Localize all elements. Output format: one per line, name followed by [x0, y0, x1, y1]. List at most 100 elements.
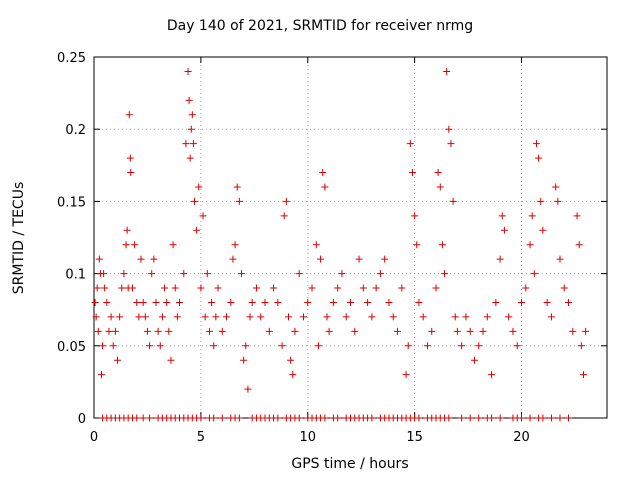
data-point: [289, 371, 297, 379]
data-point: [152, 298, 160, 306]
data-point-zero: [295, 414, 303, 422]
data-point: [171, 284, 179, 292]
data-point: [554, 197, 562, 205]
data-point-zero: [235, 414, 243, 422]
data-point: [509, 327, 517, 335]
data-point: [212, 313, 220, 321]
data-point: [187, 125, 195, 133]
data-point: [186, 154, 194, 162]
data-point: [169, 241, 177, 249]
data-point: [560, 284, 568, 292]
y-tick-label: 0.15: [57, 195, 86, 210]
data-point: [139, 298, 147, 306]
data-point: [223, 313, 231, 321]
data-point: [385, 298, 393, 306]
data-point: [190, 197, 198, 205]
x-tick-label: 5: [197, 430, 205, 445]
data-point: [325, 327, 333, 335]
data-point-zero: [415, 414, 423, 422]
data-point: [447, 140, 455, 148]
data-point: [118, 284, 126, 292]
data-point: [137, 255, 145, 263]
data-point-zero: [556, 414, 564, 422]
data-point: [436, 183, 444, 191]
data-point: [539, 226, 547, 234]
data-point: [359, 284, 367, 292]
data-point: [135, 313, 143, 321]
data-point: [530, 270, 538, 278]
data-point: [278, 342, 286, 350]
data-point: [411, 212, 419, 220]
data-point: [314, 342, 322, 350]
y-tick-label: 0.2: [65, 123, 86, 138]
data-point: [125, 111, 133, 119]
data-point: [280, 212, 288, 220]
chart-title: Day 140 of 2021, SRMTID for receiver nrm…: [166, 18, 474, 34]
data-point: [154, 327, 162, 335]
data-point: [389, 313, 397, 321]
data-point: [402, 371, 410, 379]
data-point: [443, 67, 451, 75]
data-point: [114, 356, 122, 364]
data-point: [193, 226, 201, 234]
data-point: [470, 356, 478, 364]
data-point: [248, 298, 256, 306]
data-point: [347, 298, 354, 306]
data-point-zero: [139, 414, 147, 422]
data-point: [579, 371, 587, 379]
data-point: [518, 298, 525, 306]
data-point: [235, 197, 243, 205]
data-point: [342, 313, 350, 321]
data-point: [526, 241, 534, 249]
data-point: [415, 298, 423, 306]
data-point: [126, 154, 134, 162]
data-point: [372, 284, 380, 292]
data-point-zero: [218, 414, 226, 422]
data-point: [165, 327, 173, 335]
data-point-zero: [458, 414, 466, 422]
data-point-zero: [210, 414, 218, 422]
data-point: [408, 169, 416, 177]
data-point: [528, 212, 536, 220]
data-point: [441, 270, 449, 278]
data-point: [413, 241, 421, 249]
data-point: [505, 313, 513, 321]
data-point: [376, 270, 384, 278]
data-point: [287, 356, 295, 364]
data-point: [323, 313, 331, 321]
data-point: [199, 212, 207, 220]
data-point: [285, 313, 293, 321]
data-point: [317, 255, 325, 263]
data-point: [513, 342, 521, 350]
data-point: [291, 327, 299, 335]
data-point: [97, 371, 105, 379]
data-point: [158, 313, 166, 321]
data-point: [319, 169, 327, 177]
data-point: [299, 313, 307, 321]
data-point: [107, 313, 115, 321]
data-point: [210, 342, 218, 350]
data-point: [338, 270, 346, 278]
data-point: [270, 284, 278, 292]
data-point: [438, 241, 446, 249]
grid-lines: [94, 57, 607, 418]
data-point: [274, 298, 282, 306]
x-tick-label: 10: [299, 430, 316, 445]
y-tick-label: 0.05: [57, 340, 86, 355]
data-point: [92, 313, 100, 321]
data-points: [91, 67, 590, 422]
data-point: [394, 327, 402, 335]
data-point: [109, 342, 117, 350]
y-tick-label: 0: [78, 412, 86, 427]
data-point: [188, 111, 196, 119]
data-point-zero: [274, 414, 282, 422]
data-point: [355, 255, 363, 263]
data-point: [257, 313, 265, 321]
data-point: [218, 327, 226, 335]
data-point: [95, 255, 103, 263]
data-point-zero: [526, 414, 534, 422]
x-tick-label: 20: [513, 430, 530, 445]
data-point: [111, 327, 119, 335]
data-point: [449, 197, 457, 205]
